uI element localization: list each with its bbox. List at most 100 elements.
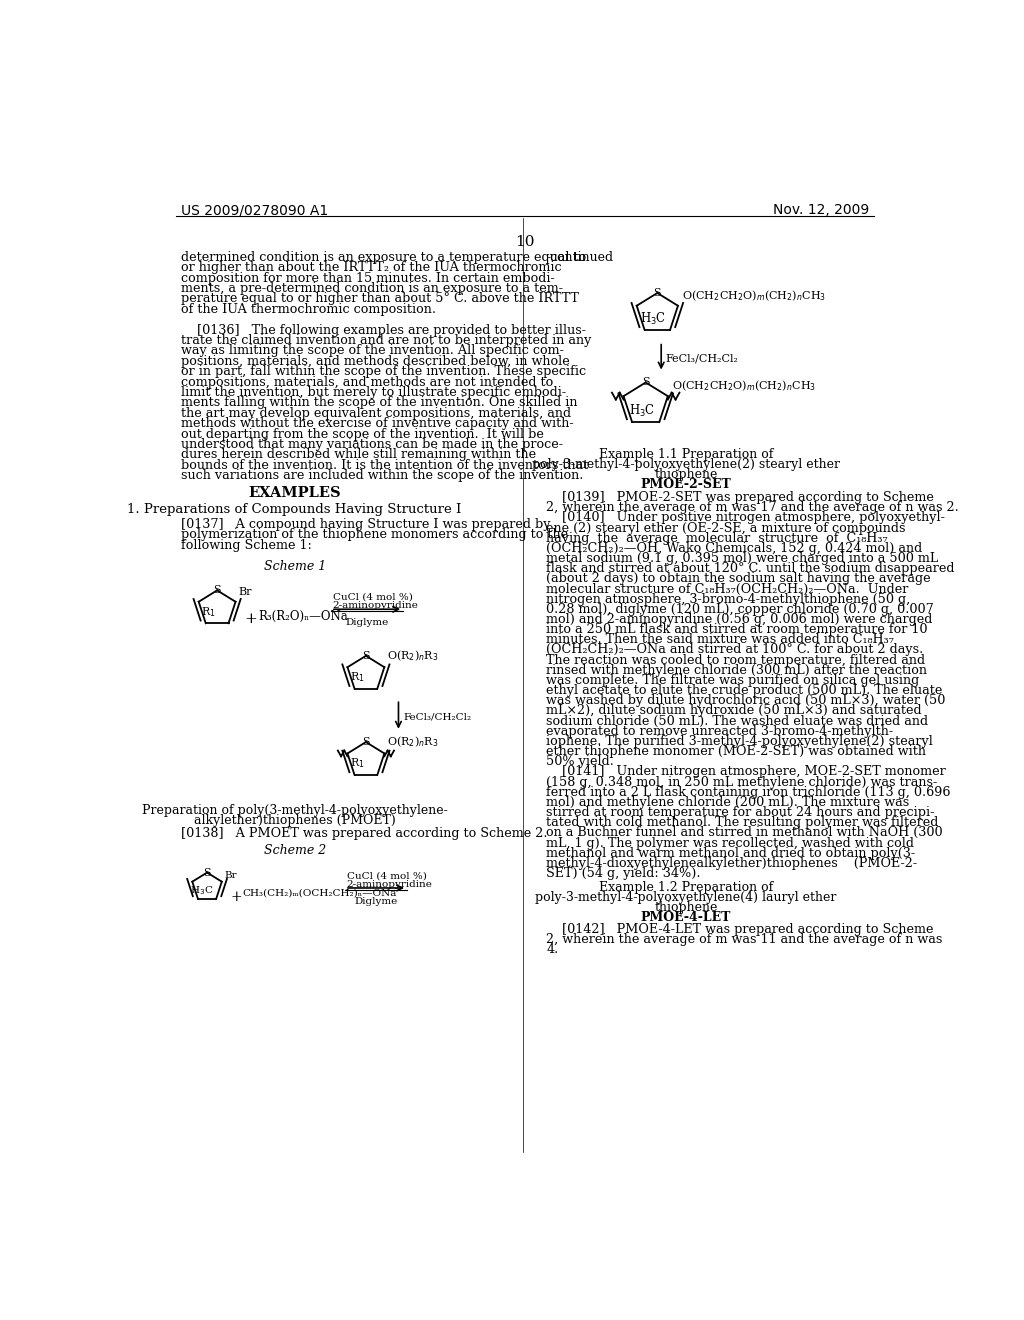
Text: the art may develop equivalent compositions, materials, and: the art may develop equivalent compositi… bbox=[180, 407, 570, 420]
Text: (about 2 days) to obtain the sodium salt having the average: (about 2 days) to obtain the sodium salt… bbox=[547, 573, 931, 585]
Text: (OCH₂CH₂)₂—OH, Wako Chemicals, 152 g, 0.424 mol) and: (OCH₂CH₂)₂—OH, Wako Chemicals, 152 g, 0.… bbox=[547, 543, 923, 554]
Text: (OCH₂CH₂)₂—ONa and stirred at 100° C. for about 2 days.: (OCH₂CH₂)₂—ONa and stirred at 100° C. fo… bbox=[547, 644, 924, 656]
Text: (158 g, 0.348 mol, in 250 mL methylene chloride) was trans-: (158 g, 0.348 mol, in 250 mL methylene c… bbox=[547, 776, 938, 788]
Text: alkylether)thiophenes (PMOET): alkylether)thiophenes (PMOET) bbox=[194, 814, 395, 828]
Text: sodium chloride (50 mL). The washed eluate was dried and: sodium chloride (50 mL). The washed elua… bbox=[547, 714, 929, 727]
Text: Scheme 1: Scheme 1 bbox=[263, 560, 326, 573]
Text: R$_1$: R$_1$ bbox=[202, 605, 216, 619]
Text: into a 250 mL flask and stirred at room temperature for 10: into a 250 mL flask and stirred at room … bbox=[547, 623, 928, 636]
Text: H$_3$C: H$_3$C bbox=[640, 310, 667, 327]
Text: poly-3-methyl-4-polyoxyethylene(4) lauryl ether: poly-3-methyl-4-polyoxyethylene(4) laury… bbox=[536, 891, 837, 904]
Text: following Scheme 1:: following Scheme 1: bbox=[180, 539, 311, 552]
Text: O(R$_2$)$_n$R$_3$: O(R$_2$)$_n$R$_3$ bbox=[387, 648, 438, 663]
Text: FeCl₃/CH₂Cl₂: FeCl₃/CH₂Cl₂ bbox=[403, 711, 471, 721]
Text: poly-3-methyl-4-polyoxyethylene(2) stearyl ether: poly-3-methyl-4-polyoxyethylene(2) stear… bbox=[532, 458, 840, 471]
Text: ene (2) stearyl ether (OE-2-SE, a mixture of compounds: ene (2) stearyl ether (OE-2-SE, a mixtur… bbox=[547, 521, 906, 535]
Text: Preparation of poly(3-methyl-4-polyoxyethylene-: Preparation of poly(3-methyl-4-polyoxyet… bbox=[141, 804, 447, 817]
Text: methyl-4-dioxyethylenealkylether)thiophenes    (PMOE-2-: methyl-4-dioxyethylenealkylether)thiophe… bbox=[547, 857, 918, 870]
Text: or higher than about the IRTTT₂ of the IUA thermochromic: or higher than about the IRTTT₂ of the I… bbox=[180, 261, 561, 275]
Text: 50% yield.: 50% yield. bbox=[547, 755, 614, 768]
Text: was complete. The filtrate was purified on silica gel using: was complete. The filtrate was purified … bbox=[547, 675, 920, 686]
Text: trate the claimed invention and are not to be interpreted in any: trate the claimed invention and are not … bbox=[180, 334, 591, 347]
Text: S: S bbox=[653, 288, 662, 298]
Text: perature equal to or higher than about 5° C. above the IRTTT: perature equal to or higher than about 5… bbox=[180, 293, 579, 305]
Text: understood that many variations can be made in the proce-: understood that many variations can be m… bbox=[180, 438, 563, 451]
Text: on a Buchner funnel and stirred in methanol with NaOH (300: on a Buchner funnel and stirred in metha… bbox=[547, 826, 943, 840]
Text: CuCl (4 mol %): CuCl (4 mol %) bbox=[346, 871, 426, 880]
Text: Nov. 12, 2009: Nov. 12, 2009 bbox=[773, 203, 869, 216]
Text: Br: Br bbox=[239, 587, 252, 597]
Text: was washed by dilute hydrochloric acid (50 mL×3), water (50: was washed by dilute hydrochloric acid (… bbox=[547, 694, 946, 708]
Text: [0139]   PMOE-2-SET was prepared according to Scheme: [0139] PMOE-2-SET was prepared according… bbox=[547, 491, 934, 504]
Text: Diglyme: Diglyme bbox=[354, 898, 397, 907]
Text: Example 1.1 Preparation of: Example 1.1 Preparation of bbox=[599, 447, 773, 461]
Text: +: + bbox=[244, 611, 257, 626]
Text: stirred at room temperature for about 24 hours and precipi-: stirred at room temperature for about 24… bbox=[547, 807, 935, 820]
Text: 0.28 mol), diglyme (120 mL), copper chloride (0.70 g, 0.007: 0.28 mol), diglyme (120 mL), copper chlo… bbox=[547, 603, 934, 616]
Text: S: S bbox=[362, 651, 370, 661]
Text: composition for more than 15 minutes. In certain embodi-: composition for more than 15 minutes. In… bbox=[180, 272, 554, 285]
Text: limit the invention, but merely to illustrate specific embodi-: limit the invention, but merely to illus… bbox=[180, 385, 566, 399]
Text: evaporated to remove unreacted 3-bromo-4-methylth-: evaporated to remove unreacted 3-bromo-4… bbox=[547, 725, 894, 738]
Text: [0138]   A PMOET was prepared according to Scheme 2.: [0138] A PMOET was prepared according to… bbox=[180, 828, 547, 840]
Text: metal sodium (9.1 g, 0.395 mol) were charged into a 500 mL: metal sodium (9.1 g, 0.395 mol) were cha… bbox=[547, 552, 939, 565]
Text: -continued: -continued bbox=[547, 251, 613, 264]
Text: FeCl₃/CH₂Cl₂: FeCl₃/CH₂Cl₂ bbox=[666, 354, 738, 364]
Text: ethyl acetate to elute the crude product (500 mL). The eluate: ethyl acetate to elute the crude product… bbox=[547, 684, 943, 697]
Text: S: S bbox=[642, 378, 649, 388]
Text: thiophene: thiophene bbox=[654, 902, 718, 915]
Text: S: S bbox=[362, 737, 370, 747]
Text: 1. Preparations of Compounds Having Structure I: 1. Preparations of Compounds Having Stru… bbox=[127, 503, 462, 516]
Text: R$_1$: R$_1$ bbox=[350, 671, 365, 684]
Text: ether thiophene monomer (MOE-2-SET) was obtained with: ether thiophene monomer (MOE-2-SET) was … bbox=[547, 744, 927, 758]
Text: CH₃(CH₂)ₘ(OCH₂CH₂)ₙ—ONa: CH₃(CH₂)ₘ(OCH₂CH₂)ₙ—ONa bbox=[243, 888, 397, 898]
Text: thiophene: thiophene bbox=[654, 469, 718, 480]
Text: EXAMPLES: EXAMPLES bbox=[248, 486, 341, 500]
Text: +: + bbox=[230, 890, 243, 903]
Text: [0140]   Under positive nitrogen atmosphere, polyoxyethyl-: [0140] Under positive nitrogen atmospher… bbox=[547, 511, 945, 524]
Text: such variations are included within the scope of the invention.: such variations are included within the … bbox=[180, 469, 583, 482]
Text: mL, 1 g). The polymer was recollected, washed with cold: mL, 1 g). The polymer was recollected, w… bbox=[547, 837, 914, 850]
Text: 10: 10 bbox=[515, 235, 535, 249]
Text: O(CH$_2$CH$_2$O)$_m$(CH$_2$)$_n$CH$_3$: O(CH$_2$CH$_2$O)$_m$(CH$_2$)$_n$CH$_3$ bbox=[672, 379, 816, 393]
Text: 2-aminopyridine: 2-aminopyridine bbox=[346, 879, 432, 888]
Text: 2, wherein the average of m was 11 and the average of n was: 2, wherein the average of m was 11 and t… bbox=[547, 933, 943, 946]
Text: minutes. Then the said mixture was added into C₁₈H₃₇: minutes. Then the said mixture was added… bbox=[547, 634, 894, 647]
Text: [0136]   The following examples are provided to better illus-: [0136] The following examples are provid… bbox=[180, 323, 586, 337]
Text: methods without the exercise of inventive capacity and with-: methods without the exercise of inventiv… bbox=[180, 417, 573, 430]
Text: US 2009/0278090 A1: US 2009/0278090 A1 bbox=[180, 203, 328, 216]
Text: [0141]   Under nitrogen atmosphere, MOE-2-SET monomer: [0141] Under nitrogen atmosphere, MOE-2-… bbox=[547, 766, 946, 779]
Text: rinsed with methylene chloride (300 mL) after the reaction: rinsed with methylene chloride (300 mL) … bbox=[547, 664, 928, 677]
Text: tated with cold methanol. The resulting polymer was filtered: tated with cold methanol. The resulting … bbox=[547, 816, 939, 829]
Text: mL×2), dilute sodium hydroxide (50 mL×3) and saturated: mL×2), dilute sodium hydroxide (50 mL×3)… bbox=[547, 705, 923, 718]
Text: flask and stirred at about 120° C. until the sodium disappeared: flask and stirred at about 120° C. until… bbox=[547, 562, 955, 576]
Text: CuCl (4 mol %): CuCl (4 mol %) bbox=[333, 593, 413, 602]
Text: bounds of the invention. It is the intention of the inventors that: bounds of the invention. It is the inten… bbox=[180, 459, 588, 471]
Text: or in part, fall within the scope of the invention. These specific: or in part, fall within the scope of the… bbox=[180, 366, 586, 378]
Text: O(R$_2$)$_n$R$_3$: O(R$_2$)$_n$R$_3$ bbox=[387, 734, 438, 748]
Text: 2, wherein the average of m was 17 and the average of n was 2.: 2, wherein the average of m was 17 and t… bbox=[547, 502, 959, 515]
Text: PMOE-2-SET: PMOE-2-SET bbox=[641, 478, 731, 491]
Text: H$_3$C: H$_3$C bbox=[189, 884, 213, 898]
Text: [0142]   PMOE-4-LET was prepared according to Scheme: [0142] PMOE-4-LET was prepared according… bbox=[547, 924, 934, 936]
Text: dures herein described while still remaining within the: dures herein described while still remai… bbox=[180, 449, 536, 461]
Text: O(CH$_2$CH$_2$O)$_m$(CH$_2$)$_n$CH$_3$: O(CH$_2$CH$_2$O)$_m$(CH$_2$)$_n$CH$_3$ bbox=[682, 288, 826, 302]
Text: H$_3$C: H$_3$C bbox=[630, 403, 655, 418]
Text: R$_1$: R$_1$ bbox=[350, 756, 365, 771]
Text: having  the  average  molecular  structure  of  C₁₈H₃₇: having the average molecular structure o… bbox=[547, 532, 888, 545]
Text: molecular structure of C₁₈H₃₇(OCH₂CH₂)₂—ONa.  Under: molecular structure of C₁₈H₃₇(OCH₂CH₂)₂—… bbox=[547, 582, 909, 595]
Text: Br: Br bbox=[224, 871, 237, 880]
Text: 2-aminopyridine: 2-aminopyridine bbox=[333, 601, 419, 610]
Text: positions, materials, and methods described below, in whole: positions, materials, and methods descri… bbox=[180, 355, 569, 368]
Text: PMOE-4-LET: PMOE-4-LET bbox=[641, 911, 731, 924]
Text: mol) and 2-aminopyridine (0.56 g, 0.006 mol) were charged: mol) and 2-aminopyridine (0.56 g, 0.006 … bbox=[547, 612, 933, 626]
Text: of the IUA thermochromic composition.: of the IUA thermochromic composition. bbox=[180, 302, 435, 315]
Text: compositions, materials, and methods are not intended to: compositions, materials, and methods are… bbox=[180, 376, 553, 388]
Text: out departing from the scope of the invention.  It will be: out departing from the scope of the inve… bbox=[180, 428, 544, 441]
Text: SET) (54 g, yield: 34%).: SET) (54 g, yield: 34%). bbox=[547, 867, 701, 880]
Text: methanol and warm methanol and dried to obtain poly(3-: methanol and warm methanol and dried to … bbox=[547, 847, 915, 859]
Text: nitrogen atmosphere, 3-bromo-4-methylthiophene (50 g,: nitrogen atmosphere, 3-bromo-4-methylthi… bbox=[547, 593, 910, 606]
Text: determined condition is an exposure to a temperature equal to: determined condition is an exposure to a… bbox=[180, 251, 586, 264]
Text: Example 1.2 Preparation of: Example 1.2 Preparation of bbox=[599, 882, 773, 894]
Text: way as limiting the scope of the invention. All specific com-: way as limiting the scope of the inventi… bbox=[180, 345, 563, 358]
